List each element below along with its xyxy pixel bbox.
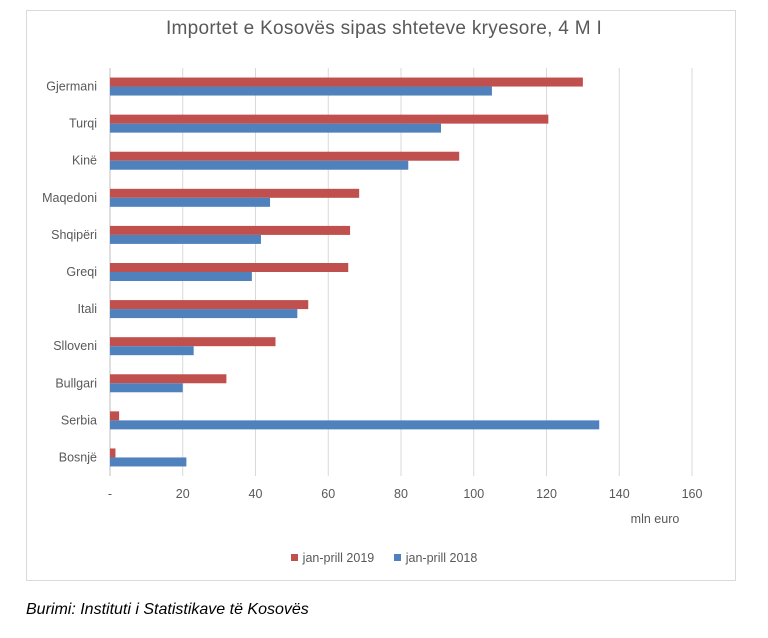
legend-item-2019: jan-prill 2019 xyxy=(290,550,375,565)
bar-2019-4 xyxy=(110,225,351,235)
chart-title: Importet e Kosovës sipas shteteve kryeso… xyxy=(165,18,603,39)
x-tick-label-2: 40 xyxy=(249,487,263,501)
category-label-4: Shqipëri xyxy=(51,228,97,242)
bar-2018-0 xyxy=(110,86,492,96)
category-label-2: Kinë xyxy=(72,154,97,168)
category-label-0: Gjermani xyxy=(46,80,97,94)
bar-2019-1 xyxy=(110,114,549,124)
bar-2018-5 xyxy=(110,272,252,281)
category-label-9: Serbia xyxy=(61,413,97,427)
bar-2018-8 xyxy=(110,383,183,393)
category-label-7: Slloveni xyxy=(53,339,97,353)
bar-2019-0 xyxy=(110,77,583,87)
bar-2018-6 xyxy=(110,309,298,319)
x-tick-label-4: 80 xyxy=(394,487,408,501)
category-label-1: Turqi xyxy=(69,117,97,131)
x-tick-label-0: - xyxy=(108,487,112,501)
bar-2019-2 xyxy=(110,151,460,161)
category-label-10: Bosnjë xyxy=(59,450,97,464)
x-tick-label-1: 20 xyxy=(176,487,190,501)
legend-swatch-2019 xyxy=(290,554,298,561)
bar-2018-2 xyxy=(110,160,409,170)
bar-2018-9 xyxy=(110,420,600,430)
bar-2018-1 xyxy=(110,123,442,133)
bar-2019-8 xyxy=(110,374,227,384)
legend-swatch-2018 xyxy=(393,554,401,561)
x-axis-title: mln euro xyxy=(631,512,680,526)
bar-2019-6 xyxy=(110,300,309,310)
bar-2018-3 xyxy=(110,197,271,207)
bar-2019-10 xyxy=(110,448,116,458)
legend-label-2018: jan-prill 2018 xyxy=(405,550,478,565)
x-tick-label-7: 140 xyxy=(609,487,630,501)
source-note: Burimi: Instituti i Statistikave të Koso… xyxy=(26,601,309,618)
x-tick-label-6: 120 xyxy=(536,487,557,501)
bar-2019-5 xyxy=(110,263,349,272)
bar-2019-7 xyxy=(110,337,276,347)
legend-item-2018: jan-prill 2018 xyxy=(393,550,478,565)
legend-label-2019: jan-prill 2019 xyxy=(302,550,375,565)
category-label-8: Bullgari xyxy=(55,376,97,390)
category-label-3: Maqedoni xyxy=(42,191,97,205)
x-tick-label-8: 160 xyxy=(682,487,703,501)
bar-2018-7 xyxy=(110,346,194,356)
x-tick-label-5: 100 xyxy=(463,487,484,501)
bar-2019-3 xyxy=(110,188,360,198)
chart-legend: jan-prill 2019 jan-prill 2018 xyxy=(0,550,768,565)
x-tick-label-3: 60 xyxy=(321,487,335,501)
category-label-5: Greqi xyxy=(66,265,97,279)
bar-2019-9 xyxy=(110,411,120,421)
chart-frame xyxy=(26,10,736,581)
bar-2018-4 xyxy=(110,234,261,244)
bar-2018-10 xyxy=(110,457,187,467)
category-label-6: Itali xyxy=(78,302,97,316)
